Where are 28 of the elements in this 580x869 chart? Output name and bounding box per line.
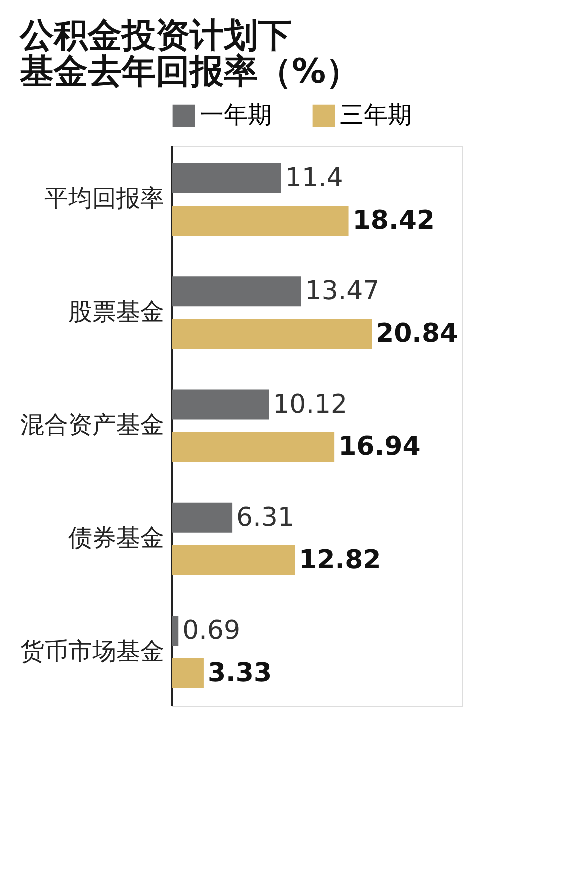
data-label: 16.94 <box>338 432 421 462</box>
bar <box>172 658 204 688</box>
data-label: 18.42 <box>352 206 436 236</box>
bar <box>172 432 335 462</box>
bar <box>172 390 270 420</box>
bar <box>172 319 372 350</box>
y-tick-label: 货币市场基金 <box>20 637 164 666</box>
data-label: 13.47 <box>305 276 380 307</box>
legend-label: 一年期 <box>200 101 272 129</box>
data-label: 11.4 <box>285 164 344 194</box>
bar <box>172 276 302 307</box>
data-label: 20.84 <box>376 319 458 350</box>
y-tick-label: 股票基金 <box>68 298 164 326</box>
bar <box>172 206 349 236</box>
y-tick-label: 混合资产基金 <box>20 411 164 439</box>
data-label: 3.33 <box>208 658 272 688</box>
data-label: 12.82 <box>299 545 382 576</box>
bar <box>172 164 282 194</box>
data-label: 0.69 <box>182 616 241 646</box>
y-tick-label: 平均回报率 <box>44 184 164 213</box>
text: 基金去年回报率（%） <box>20 52 360 92</box>
data-label: 6.31 <box>236 502 294 533</box>
bar <box>172 545 296 576</box>
bar <box>172 502 233 533</box>
bar <box>172 616 179 646</box>
data-label: 10.12 <box>273 390 348 420</box>
y-tick-label: 债券基金 <box>68 524 164 552</box>
legend-label: 三年期 <box>340 101 412 129</box>
